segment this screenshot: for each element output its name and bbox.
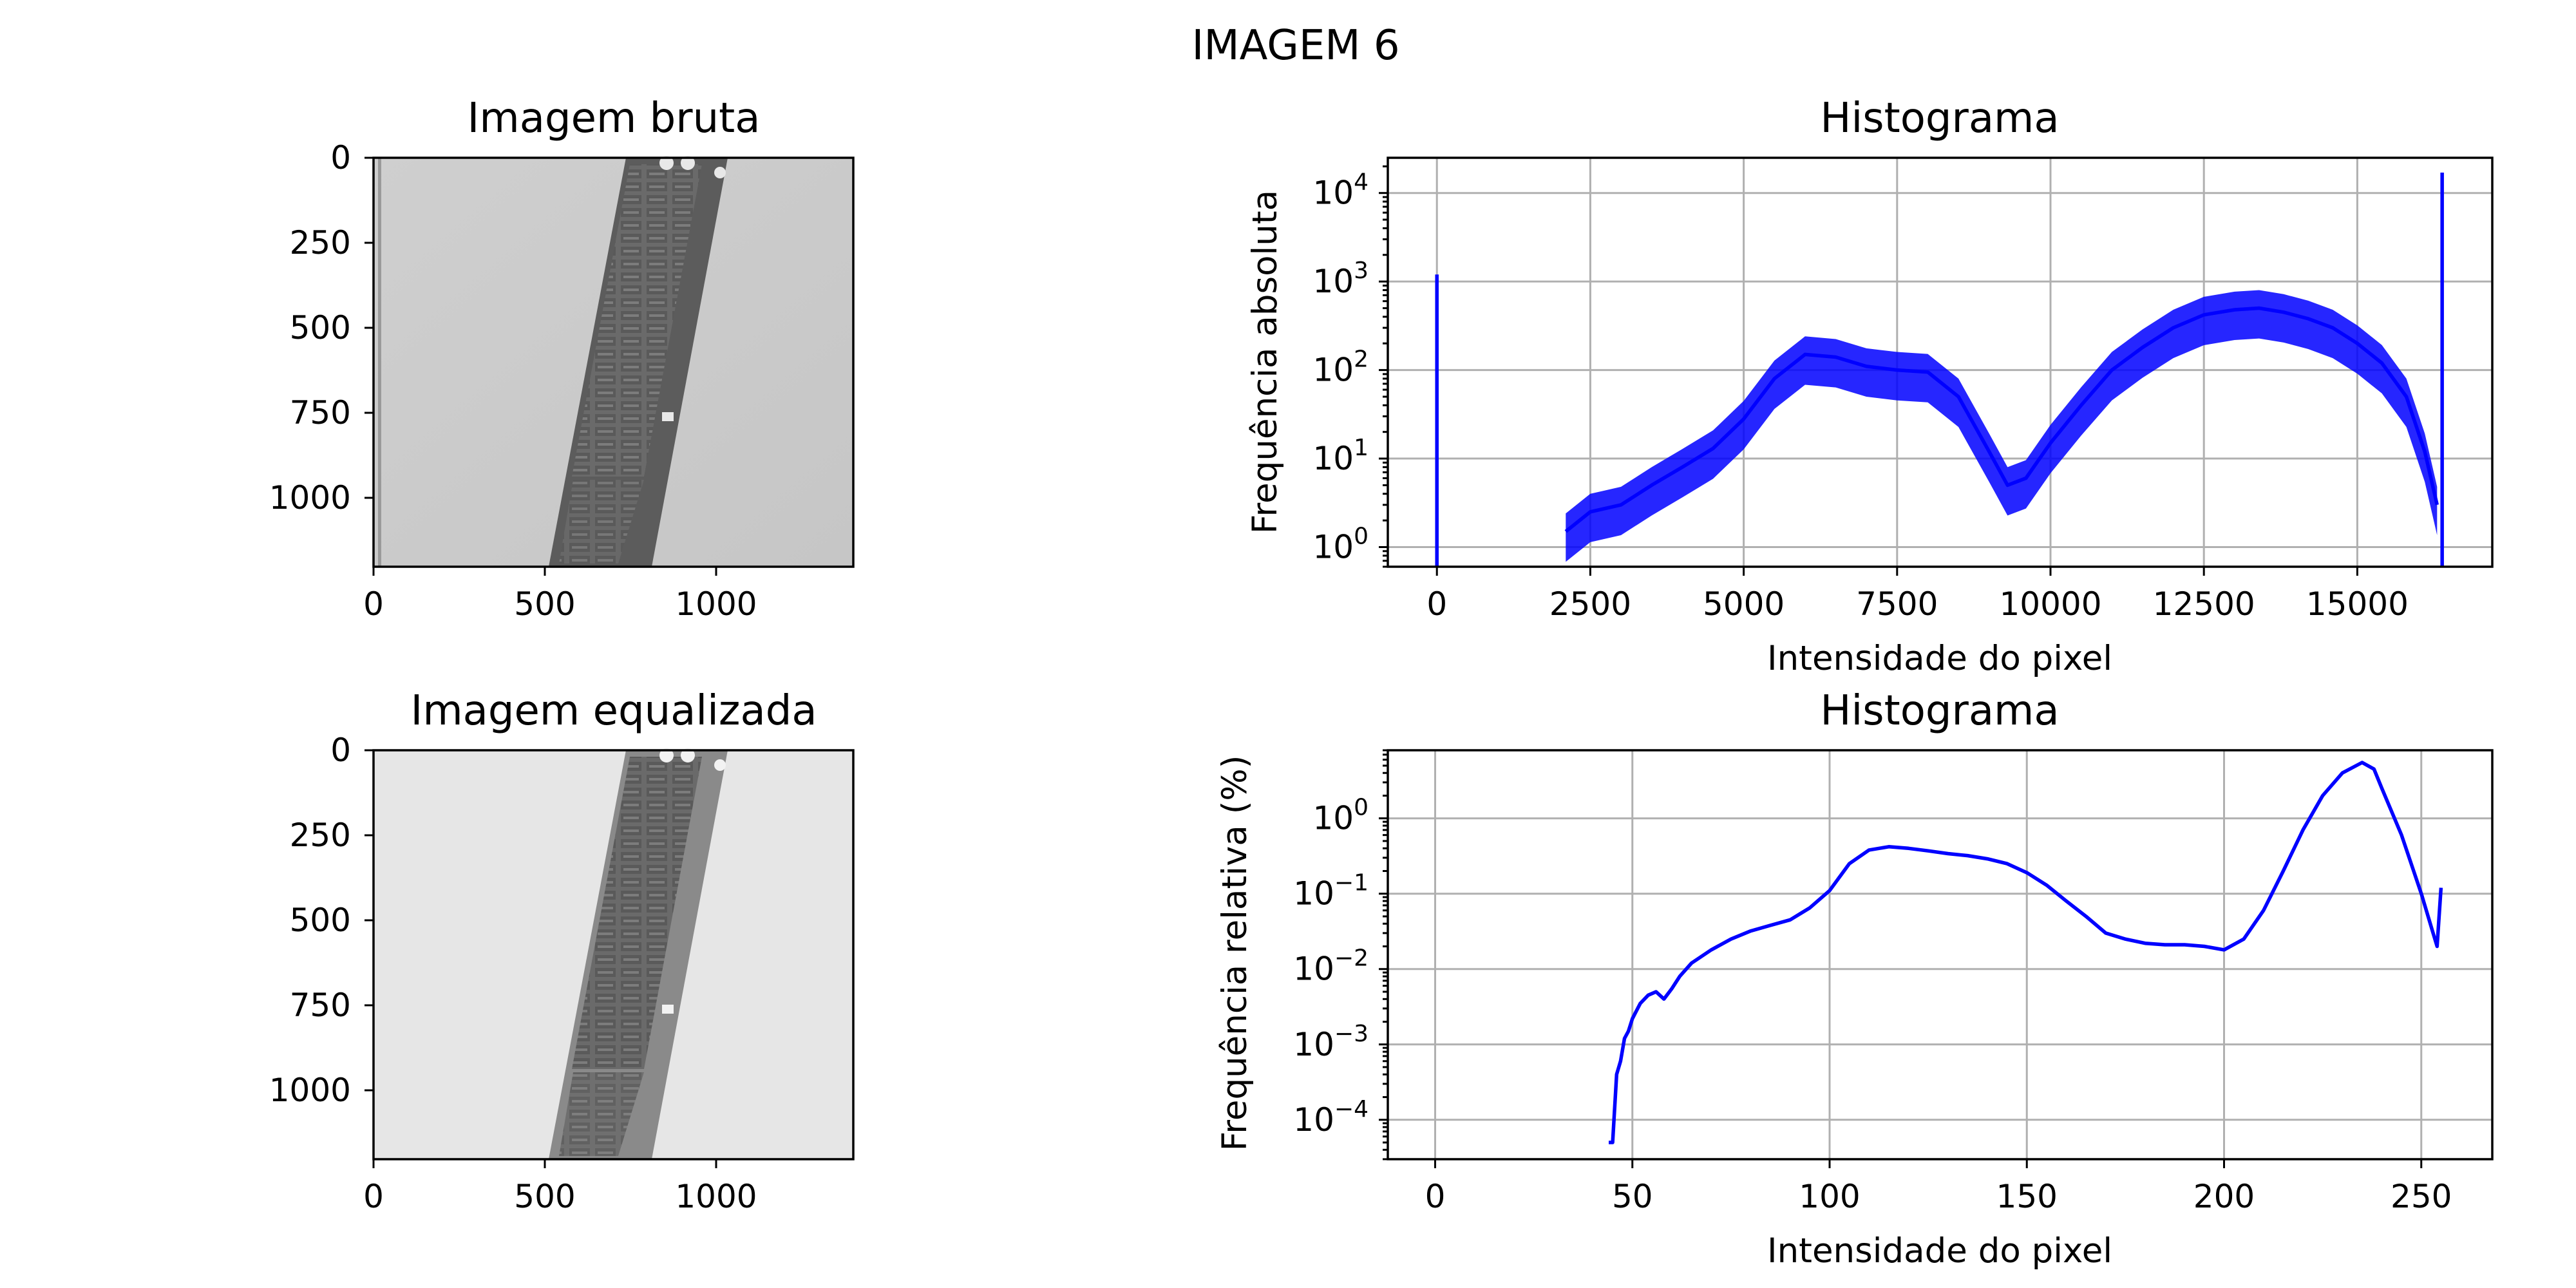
equalized-image-title: Imagem equalizada (410, 687, 817, 735)
abs-histogram-grid (1388, 158, 2492, 567)
abs-histogram-ylabel: Frequência absoluta (1245, 190, 1285, 534)
rel-histogram-y-ticks: 10−4 10−3 10−2 10−1 100 (1293, 749, 1388, 1160)
eq-xtick-label: 500 (514, 1178, 575, 1215)
x-tick-label: 15000 (2306, 585, 2409, 623)
rel-histogram-title: Histograma (1820, 687, 2059, 735)
rel-histogram-panel: Histograma 0 50 100 150 200 250 10−410−310−21… (1215, 687, 2494, 1271)
x-tick-label: 0 (1426, 585, 1447, 623)
rel-histogram-xlabel: Intensidade do pixel (1767, 1231, 2112, 1271)
x-tick-label: 5000 (1703, 585, 1785, 623)
x-tick-label: 50 (1612, 1178, 1653, 1215)
y-tick-label: 100 (1312, 795, 1368, 837)
histogram-series-line (1609, 761, 2443, 1144)
raw-image-y-ticks: 0 250 500 750 1000 (269, 139, 374, 516)
equalized-image-y-ticks: 0 250 500 750 1000 (269, 732, 374, 1109)
raw-ytick-label: 500 (290, 309, 351, 346)
raw-xtick-label: 1000 (675, 585, 757, 623)
abs-histogram-panel: Histograma 0 2500 5000 7500 10000 12500 15000 … (1245, 95, 2494, 678)
x-tick-label: 0 (1425, 1178, 1446, 1215)
raw-image-panel: Imagem bruta 0 250 500 750 1000 (269, 95, 855, 623)
raw-ytick-label: 0 (330, 139, 351, 176)
y-tick-label: 103 (1312, 258, 1368, 300)
y-tick-label: 100 (1312, 524, 1368, 566)
y-tick-label: 104 (1312, 169, 1368, 212)
y-tick-label: 101 (1312, 435, 1368, 477)
equalized-image-panel: Imagem equalizada 0 250 500 750 1000 (269, 687, 855, 1215)
x-tick-label: 250 (2391, 1178, 2452, 1215)
eq-ytick-label: 500 (290, 902, 351, 939)
raw-xtick-label: 0 (363, 585, 384, 623)
raw-xtick-label: 500 (514, 585, 575, 623)
rel-histogram-ylabel: Frequência relativa (%) (1215, 755, 1255, 1151)
x-tick-label: 100 (1799, 1178, 1860, 1215)
y-tick-label: 10−1 (1293, 870, 1368, 913)
figure-title: IMAGEM 6 (1191, 22, 1399, 70)
x-tick-label: 2500 (1549, 585, 1631, 623)
raw-image-title: Imagem bruta (468, 95, 761, 142)
y-tick-label: 10−4 (1293, 1096, 1368, 1139)
y-tick-label: 102 (1312, 346, 1368, 389)
raw-ytick-label: 250 (290, 224, 351, 261)
x-tick-label: 10000 (1999, 585, 2101, 623)
eq-xtick-label: 0 (363, 1178, 384, 1215)
eq-ytick-label: 250 (290, 817, 351, 854)
y-tick-label: 10−3 (1293, 1021, 1368, 1063)
eq-ytick-label: 750 (290, 987, 351, 1024)
abs-histogram-series (1435, 173, 2444, 567)
raw-ytick-label: 750 (290, 394, 351, 431)
eq-ytick-label: 1000 (269, 1072, 351, 1109)
equalized-image-x-ticks: 0 500 1000 (363, 1159, 757, 1215)
x-tick-label: 200 (2193, 1178, 2255, 1215)
histogram-noise-band (1566, 290, 2438, 562)
rel-histogram-series (1609, 761, 2443, 1144)
rel-histogram-grid (1388, 750, 2492, 1159)
x-tick-label: 12500 (2153, 585, 2255, 623)
x-tick-label: 7500 (1856, 585, 1938, 623)
y-tick-label: 10−2 (1293, 945, 1368, 988)
rel-histogram-x-ticks: 0 50 100 150 200 250 (1425, 1159, 2452, 1215)
eq-ytick-label: 0 (330, 732, 351, 769)
x-tick-label: 150 (1996, 1178, 2058, 1215)
raw-ytick-label: 1000 (269, 479, 351, 516)
raw-image-x-ticks: 0 500 1000 (363, 567, 757, 623)
eq-xtick-label: 1000 (675, 1178, 757, 1215)
abs-histogram-xlabel: Intensidade do pixel (1767, 639, 2112, 678)
abs-histogram-y-ticks: 100 101 102 103 104 (1312, 165, 1388, 568)
abs-histogram-x-ticks: 0 2500 5000 7500 10000 12500 15000 (1426, 567, 2409, 623)
abs-histogram-title: Histograma (1820, 95, 2059, 142)
raw-image-content (374, 156, 853, 567)
equalized-image-content (374, 748, 853, 1159)
